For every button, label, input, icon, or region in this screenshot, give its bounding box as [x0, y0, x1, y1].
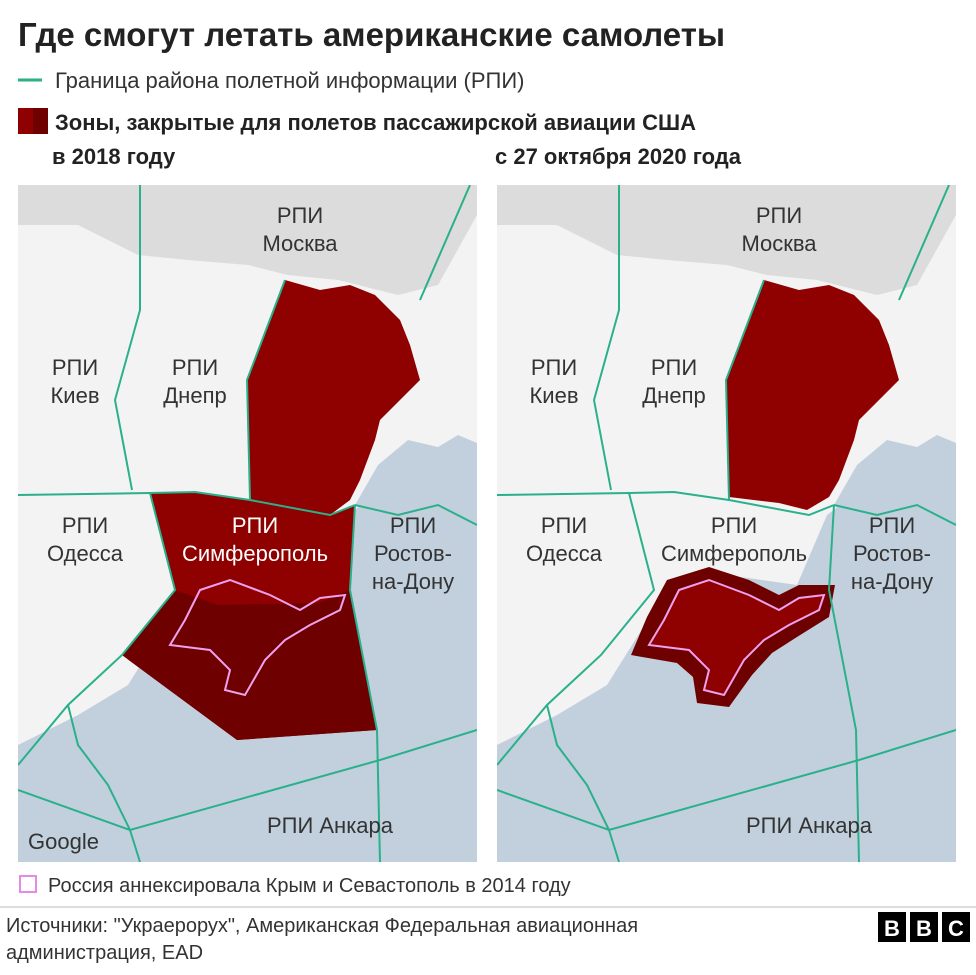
- legend-swatch: [18, 108, 48, 134]
- fir-label: РПИ Симферополь: [182, 513, 328, 566]
- logo-box: [910, 912, 938, 942]
- fir-label-line: РПИ: [62, 513, 108, 538]
- fir-boundary: [497, 492, 656, 766]
- sea: [834, 435, 956, 515]
- fir-label-line: Одесса: [526, 541, 603, 566]
- closed-zone: [726, 280, 899, 510]
- fir-label: РПИ Анкара: [746, 813, 873, 838]
- fir-label: РПИ Киев: [529, 355, 578, 408]
- fir-boundary: [348, 504, 381, 862]
- fir-boundary: [592, 185, 620, 491]
- fir-boundary: [113, 185, 141, 491]
- fir-label-line: Симферополь: [182, 541, 328, 566]
- fir-boundary: [497, 729, 956, 832]
- closed-zone-sea: [122, 590, 377, 740]
- logo-box: [942, 912, 970, 942]
- fir-label-line: на-Дону: [372, 569, 454, 594]
- fir-label: РПИ Ростов-на-Дону: [851, 513, 933, 594]
- fir-label-line: Ростов-: [853, 541, 931, 566]
- fir-label-line: РПИ: [232, 513, 278, 538]
- fir-label-line: РПИ: [651, 355, 697, 380]
- fir-label: РПИ Анкара: [267, 813, 394, 838]
- crimea: [168, 578, 347, 697]
- fir-boundary: [497, 490, 835, 517]
- russia-land: [497, 185, 956, 295]
- source: Источники: "Украерорух", Американская Фе…: [6, 915, 638, 937]
- note-swatch: [19, 875, 37, 893]
- title: Где смогут летать американские самолеты: [18, 16, 725, 53]
- fir-boundary: [608, 829, 620, 862]
- fir-label-line: Одесса: [47, 541, 124, 566]
- panel-title: с 27 октября 2020 года: [495, 144, 742, 169]
- fir-label-line: Днепр: [642, 383, 705, 408]
- fir-label-line: РПИ: [541, 513, 587, 538]
- fir-label-line: Москва: [262, 231, 338, 256]
- map-panel: РПИ Москва РПИ Киев РПИ Днепр РПИ Одесса РПИ Симф…: [497, 185, 956, 862]
- fir-label-line: РПИ: [869, 513, 915, 538]
- fir-boundary: [18, 729, 477, 832]
- fir-label-line: Киев: [529, 383, 578, 408]
- russia-land: [18, 185, 477, 295]
- fir-boundary: [245, 279, 286, 501]
- fir-label-line: РПИ: [756, 203, 802, 228]
- map-panel: РПИ Москва РПИ Киев РПИ Днепр РПИ Одесса РПИ Симф…: [18, 185, 477, 862]
- fir-boundary: [898, 185, 950, 301]
- fir-label-line: РПИ: [531, 355, 577, 380]
- source: администрация, EAD: [6, 942, 203, 964]
- fir-boundary: [129, 829, 141, 862]
- crimea: [647, 578, 826, 697]
- logo-letter: B: [916, 916, 932, 941]
- fir-label-line: РПИ: [277, 203, 323, 228]
- panel-title: в 2018 году: [52, 144, 176, 169]
- fir-boundary: [18, 492, 177, 766]
- fir-label: РПИ Ростов-на-Дону: [372, 513, 454, 594]
- fir-label-line: Ростов-: [374, 541, 452, 566]
- fir-label-line: Киев: [50, 383, 99, 408]
- fir-label-line: РПИ: [172, 355, 218, 380]
- map-credit: Google: [28, 829, 99, 854]
- logo-letter: B: [884, 916, 900, 941]
- logo-box: [878, 912, 906, 942]
- fir-label-line: Днепр: [163, 383, 226, 408]
- note: Россия аннексировала Крым и Севастополь …: [48, 875, 571, 897]
- closed-zone: [247, 280, 420, 515]
- sea: [355, 435, 477, 515]
- fir-label-line: РПИ: [390, 513, 436, 538]
- fir-boundary: [546, 704, 610, 831]
- fir-label-line: Симферополь: [661, 541, 807, 566]
- fir-label-line: на-Дону: [851, 569, 933, 594]
- fir-boundary: [419, 185, 471, 301]
- fir-boundary: [827, 504, 860, 862]
- fir-label: РПИ Днепр: [163, 355, 226, 408]
- fir-label: РПИ Симферополь: [661, 513, 807, 566]
- fir-boundary: [354, 503, 477, 526]
- fir-boundary: [833, 503, 956, 526]
- logo-letter: C: [948, 916, 964, 941]
- fir-label: РПИ Одесса: [47, 513, 124, 566]
- fir-label: РПИ Киев: [50, 355, 99, 408]
- fir-boundary: [18, 490, 356, 517]
- fir-label: РПИ Москва: [741, 203, 817, 256]
- fir-label-line: РПИ: [52, 355, 98, 380]
- fir-label: РПИ Днепр: [642, 355, 705, 408]
- fir-label-line: Москва: [741, 231, 817, 256]
- fir-boundary: [724, 279, 765, 501]
- legend-fir: Граница района полетной информации (РПИ): [55, 68, 525, 93]
- fir-label-line: РПИ: [711, 513, 757, 538]
- fir-label: РПИ Москва: [262, 203, 338, 256]
- fir-label-line: РПИ Анкара: [267, 813, 394, 838]
- fir-boundary: [67, 704, 131, 831]
- legend-closed: Зоны, закрытые для полетов пассажирской …: [55, 110, 696, 135]
- fir-label: РПИ Одесса: [526, 513, 603, 566]
- fir-label-line: РПИ Анкара: [746, 813, 873, 838]
